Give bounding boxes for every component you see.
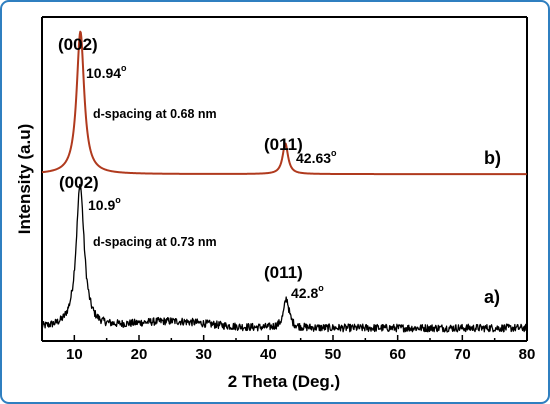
a-peak2-hkl-label: (011) — [264, 263, 303, 282]
b-peak2-angle-value: 42.63 — [296, 150, 331, 166]
a-peak2-angle-label: 42.8o — [291, 283, 324, 301]
a-peak1-angle-label: 10.9o — [88, 195, 121, 213]
x-tick-label: 60 — [389, 346, 406, 363]
x-tick-label: 40 — [260, 346, 277, 363]
a-peak1-angle-value: 10.9 — [88, 197, 115, 213]
x-tick-label: 30 — [195, 346, 212, 363]
x-ticks: 10 20 30 40 50 60 70 80 — [41, 335, 536, 363]
a-dspacing-label: d-spacing at 0.73 nm — [93, 235, 217, 249]
b-peak2-hkl-label: (011) — [264, 135, 303, 154]
y-axis-title: Intensity (a.u) — [15, 124, 34, 235]
b-peak1-hkl-label: (002) — [58, 35, 98, 54]
x-tick-label: 80 — [519, 346, 536, 363]
a-peak1-degree: o — [115, 195, 121, 205]
x-axis-title: 2 Theta (Deg.) — [228, 372, 340, 391]
plot-area — [41, 16, 528, 342]
b-peak1-degree: o — [121, 63, 127, 73]
x-tick-label: 10 — [66, 346, 83, 363]
b-peak2-degree: o — [331, 148, 337, 158]
series-b-line — [41, 30, 528, 176]
series-layer — [41, 30, 528, 333]
x-tick-label: 70 — [454, 346, 471, 363]
b-peak2-angle-label: 42.63o — [296, 148, 337, 166]
x-tick-label: 20 — [131, 346, 148, 363]
b-peak1-angle-value: 10.94 — [86, 65, 121, 81]
a-peak1-hkl-label: (002) — [59, 173, 99, 192]
b-dspacing-label: d-spacing at 0.68 nm — [93, 107, 217, 121]
x-tick-label: 50 — [325, 346, 342, 363]
b-peak1-angle-label: 10.94o — [86, 63, 127, 81]
a-peak2-degree: o — [318, 283, 324, 293]
series-a-line — [41, 183, 528, 333]
a-peak2-angle-value: 42.8 — [291, 285, 318, 301]
series-a-label: a) — [484, 287, 500, 307]
series-b-label: b) — [484, 148, 501, 168]
